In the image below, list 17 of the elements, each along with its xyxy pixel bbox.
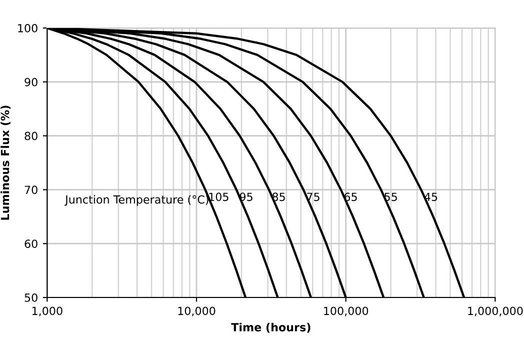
x-tick-label: 100,000 — [324, 306, 368, 316]
series-label: 75 — [307, 192, 320, 202]
x-tick-label: 1,000,000 — [468, 306, 523, 316]
y-tick-label: 80 — [24, 132, 38, 140]
y-tick-label: 70 — [24, 186, 38, 194]
x-axis-title: Time (hours) — [231, 322, 310, 333]
x-tick-label: 10,000 — [178, 306, 216, 316]
y-axis-title: Luminous Flux (%) — [0, 106, 11, 220]
y-tick-label: 50 — [24, 293, 38, 302]
series-label: 55 — [384, 192, 397, 202]
x-tick-label: 1,000 — [32, 306, 62, 316]
series-label: 105 — [209, 192, 228, 202]
series-label: 95 — [240, 192, 252, 202]
annotation: Junction Temperature (°C) — [64, 195, 208, 206]
y-tick-label: 100 — [18, 24, 38, 32]
y-tick-label: 60 — [24, 240, 38, 248]
y-tick-label: 90 — [24, 78, 38, 86]
